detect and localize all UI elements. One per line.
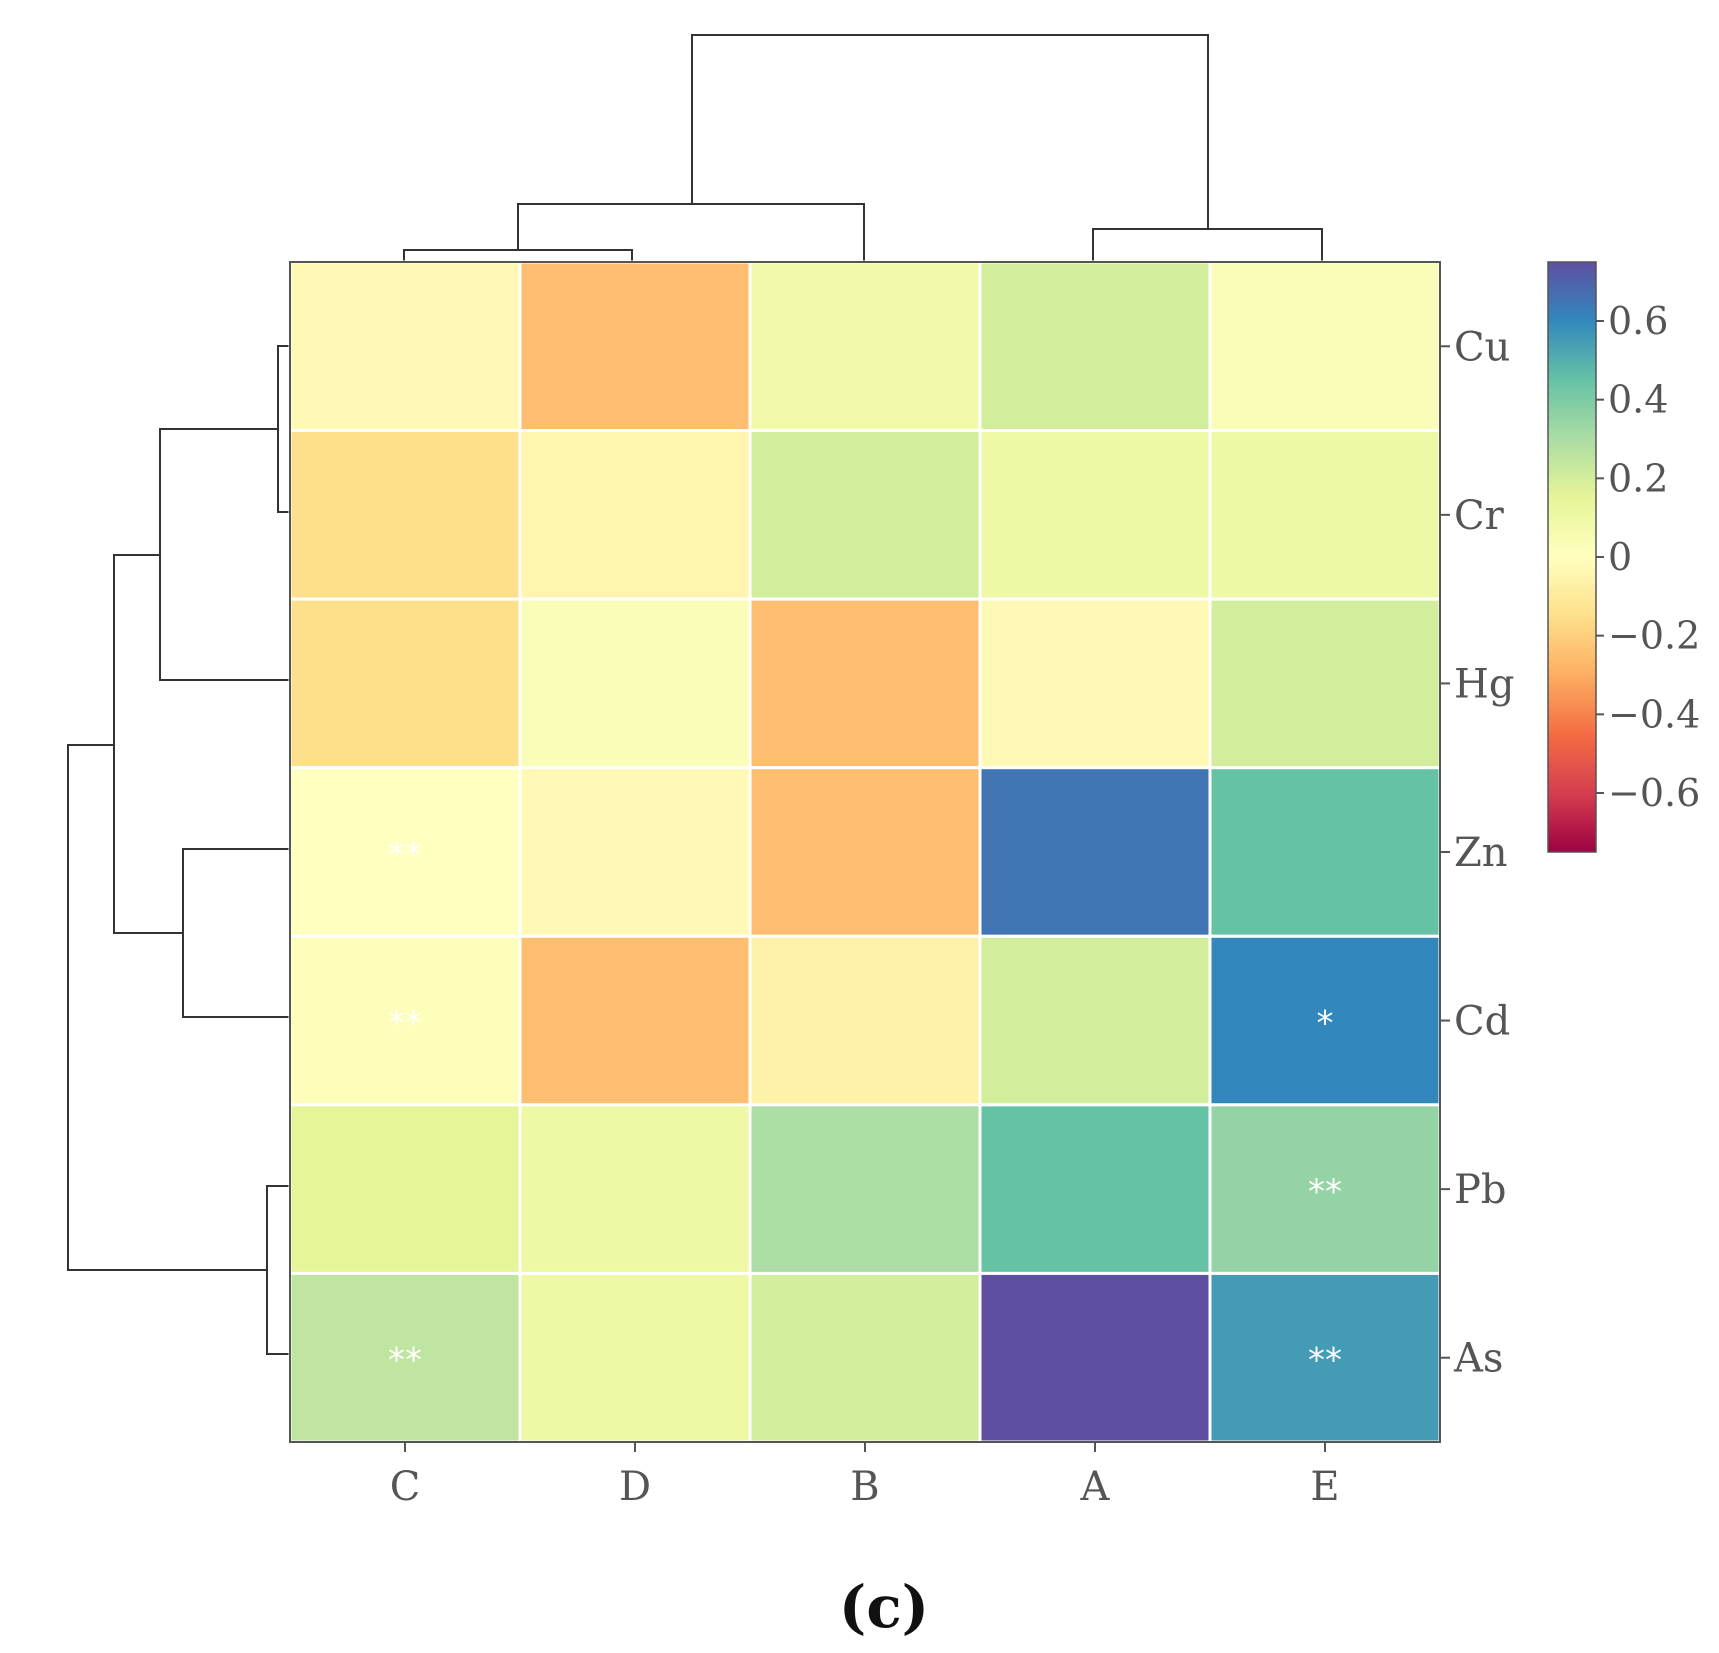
colorbar-tick-label-6: −0.6 bbox=[1608, 771, 1700, 815]
cell-cr-e bbox=[1208, 429, 1442, 601]
colorbar-tick-label-4: −0.2 bbox=[1608, 614, 1700, 658]
sig-cd-c: ** bbox=[388, 1004, 422, 1044]
significance-markers: **** ***** ** bbox=[388, 835, 1342, 1381]
cell-as-d bbox=[518, 1271, 752, 1444]
cell-cr-d bbox=[518, 429, 752, 601]
panel-label: (c) bbox=[839, 1573, 929, 1641]
cell-pb-d bbox=[518, 1103, 752, 1275]
sig-pb-e: ** bbox=[1308, 1172, 1342, 1212]
cell-zn-b bbox=[748, 766, 982, 938]
row-label-cd: Cd bbox=[1454, 999, 1510, 1045]
row-dendro-link-zn-cd bbox=[182, 848, 290, 1018]
cell-zn-d bbox=[518, 766, 752, 938]
col-label-c: C bbox=[390, 1464, 421, 1510]
cell-cd-d bbox=[518, 934, 752, 1107]
cell-cd-a bbox=[978, 934, 1212, 1107]
cell-pb-e bbox=[1208, 1103, 1442, 1275]
row-dendrogram bbox=[67, 345, 290, 1355]
col-dendro-link-c-d bbox=[403, 249, 633, 262]
colorbar-tick-label-3: 0 bbox=[1608, 535, 1632, 579]
cell-zn-e bbox=[1208, 766, 1442, 938]
row-dendro-link-root bbox=[67, 744, 267, 1271]
row-label-zn: Zn bbox=[1454, 830, 1508, 876]
colorbar-tick-label-2: 0.2 bbox=[1608, 456, 1668, 500]
cell-cu-b bbox=[748, 260, 982, 433]
row-label-pb: Pb bbox=[1454, 1167, 1507, 1213]
row-label-cr: Cr bbox=[1454, 493, 1505, 539]
colorbar-tick-label-0: 0.6 bbox=[1608, 299, 1668, 343]
row-dendro-link-cucr-hg bbox=[159, 428, 290, 681]
cell-pb-a bbox=[978, 1103, 1212, 1275]
cell-pb-b bbox=[748, 1103, 982, 1275]
row-label-as: As bbox=[1453, 1336, 1503, 1382]
col-dendro-link-a-e bbox=[1092, 228, 1323, 262]
col-label-d: D bbox=[619, 1464, 651, 1510]
col-label-b: B bbox=[850, 1464, 879, 1510]
cell-cr-b bbox=[748, 429, 982, 601]
cell-hg-c bbox=[288, 597, 522, 770]
cell-cu-e bbox=[1208, 260, 1442, 433]
cell-pb-c bbox=[288, 1103, 522, 1275]
sig-cd-e: * bbox=[1317, 1004, 1334, 1044]
colorbar-tick-label-5: −0.4 bbox=[1608, 692, 1700, 736]
sig-as-e: ** bbox=[1308, 1341, 1342, 1381]
colorbar-tick-label-1: 0.4 bbox=[1608, 378, 1668, 422]
col-label-e: E bbox=[1310, 1464, 1339, 1510]
row-dendro-link-pb-as bbox=[266, 1185, 290, 1355]
cell-zn-a bbox=[978, 766, 1212, 938]
cell-cr-a bbox=[978, 429, 1212, 601]
row-dendro-link-upper bbox=[113, 554, 183, 934]
cell-cr-c bbox=[288, 429, 522, 601]
cell-cu-a bbox=[978, 260, 1212, 433]
cell-hg-b bbox=[748, 597, 982, 770]
cell-zn-c bbox=[288, 766, 522, 938]
cell-cd-b bbox=[748, 934, 982, 1107]
col-label-a: A bbox=[1080, 1464, 1111, 1510]
col-dendro-link-cd-b bbox=[517, 203, 865, 262]
cell-as-e bbox=[1208, 1271, 1442, 1444]
cell-as-b bbox=[748, 1271, 982, 1444]
sig-zn-c: ** bbox=[388, 835, 422, 875]
column-dendrogram bbox=[403, 34, 1323, 262]
cell-cu-c bbox=[288, 260, 522, 433]
cell-cd-e bbox=[1208, 934, 1442, 1107]
row-label-hg: Hg bbox=[1454, 661, 1515, 707]
cell-cd-c bbox=[288, 934, 522, 1107]
cell-as-a bbox=[978, 1271, 1212, 1444]
colorbar-ticks: 0.6 0.4 0.2 0 −0.2 −0.4 −0.6 bbox=[1596, 299, 1700, 815]
row-dendro-link-cu-cr bbox=[277, 345, 290, 513]
row-label-cu: Cu bbox=[1454, 324, 1510, 370]
col-dendro-link-root bbox=[691, 34, 1209, 229]
colorbar bbox=[1547, 261, 1597, 853]
heatmap-cells bbox=[288, 260, 1442, 1444]
cell-hg-a bbox=[978, 597, 1212, 770]
sig-as-c: ** bbox=[388, 1341, 422, 1381]
cell-hg-d bbox=[518, 597, 752, 770]
cell-cu-d bbox=[518, 260, 752, 433]
row-labels: Cu Cr Hg Zn Cd Pb As bbox=[1440, 324, 1515, 1382]
cell-hg-e bbox=[1208, 597, 1442, 770]
